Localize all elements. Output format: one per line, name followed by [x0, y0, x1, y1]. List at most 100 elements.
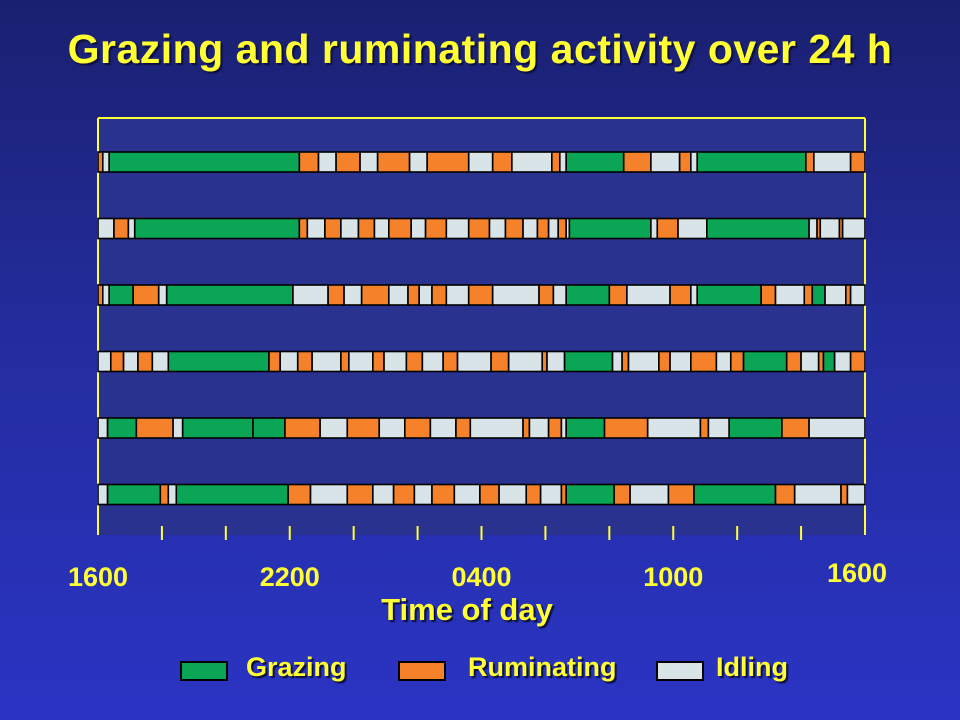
segment-idling	[650, 151, 681, 173]
plot-background	[98, 118, 865, 535]
segment-ruminating	[729, 350, 745, 373]
segment-ruminating	[805, 151, 815, 173]
segment-grazing	[693, 483, 777, 506]
segment-idling	[383, 350, 408, 373]
segment-idling	[650, 217, 659, 240]
segment-idling	[311, 350, 342, 373]
segment-idling	[846, 483, 866, 506]
segment-ruminating	[608, 284, 628, 306]
segment-idling	[343, 284, 363, 306]
segment-ruminating	[467, 284, 494, 306]
segment-idling	[279, 350, 299, 373]
segment-idling	[849, 284, 866, 306]
segment-idling	[800, 350, 820, 373]
segment-ruminating	[372, 350, 385, 373]
x-axis-label: Time of day	[381, 592, 553, 627]
segment-grazing	[565, 483, 615, 506]
segment-idling	[309, 483, 349, 506]
legend-label-idling: Idling	[716, 652, 788, 682]
segment-idling	[319, 417, 349, 439]
segment-ruminating	[431, 284, 448, 306]
segment-idling	[418, 284, 433, 306]
segment-ruminating	[774, 483, 796, 506]
segment-ruminating	[357, 217, 376, 240]
segment-idling	[127, 217, 136, 240]
segment-ruminating	[536, 217, 550, 240]
segment-ruminating	[522, 417, 531, 439]
activity-row-6	[97, 483, 866, 506]
segment-idling	[421, 350, 444, 373]
segment-grazing	[106, 483, 162, 506]
segment-idling	[317, 151, 337, 173]
segment-ruminating	[296, 350, 313, 373]
segment-ruminating	[388, 217, 412, 240]
segment-ruminating	[538, 284, 555, 306]
segment-ruminating	[335, 151, 361, 173]
segment-ruminating	[327, 284, 345, 306]
segment-ruminating	[760, 284, 777, 306]
segment-grazing	[133, 217, 301, 240]
segment-ruminating	[504, 217, 524, 240]
segment-ruminating	[557, 217, 567, 240]
segment-grazing	[165, 284, 294, 306]
segment-ruminating	[613, 483, 631, 506]
segment-idling	[546, 350, 566, 373]
segment-idling	[522, 217, 539, 240]
segment-idling	[793, 483, 842, 506]
segment-grazing	[563, 350, 614, 373]
segment-idling	[539, 483, 563, 506]
x-axis-ticks	[160, 526, 803, 540]
segment-ruminating	[113, 217, 130, 240]
segment-idling	[469, 417, 524, 439]
legend-swatch-ruminating	[398, 661, 446, 681]
segment-ruminating	[455, 417, 472, 439]
segment-idling	[97, 217, 115, 240]
segment-idling	[151, 350, 170, 373]
segment-idling	[388, 284, 409, 306]
segment-idling	[172, 417, 184, 439]
segment-idling	[306, 217, 326, 240]
chart-title: Grazing and ruminating activity over 24 …	[67, 26, 893, 72]
segment-ruminating	[287, 483, 312, 506]
legend-label-grazing: Grazing	[246, 652, 347, 682]
legend-swatch-idling	[656, 661, 704, 681]
segment-ruminating	[360, 284, 390, 306]
activity-row-2	[97, 217, 866, 240]
segment-idling	[813, 151, 852, 173]
segment-idling	[833, 350, 852, 373]
segment-idling	[626, 284, 671, 306]
segment-grazing	[108, 151, 301, 173]
segment-ruminating	[442, 350, 459, 373]
segment-idling	[359, 151, 379, 173]
segment-ruminating	[525, 483, 542, 506]
segment-idling	[819, 217, 841, 240]
segment-grazing	[565, 151, 625, 173]
x-tick-label: 1600	[827, 558, 887, 588]
plot-frame	[97, 117, 866, 535]
segment-ruminating	[424, 217, 448, 240]
segment-ruminating	[340, 350, 350, 373]
segment-grazing	[167, 350, 270, 373]
segment-idling	[467, 151, 494, 173]
segment-idling	[378, 417, 406, 439]
segment-idling	[824, 284, 847, 306]
segment-idling	[627, 350, 660, 373]
segment-ruminating	[667, 483, 695, 506]
segment-idling	[528, 417, 550, 439]
segment-idling	[552, 284, 567, 306]
segment-ruminating	[431, 483, 456, 506]
segment-idling	[97, 350, 112, 373]
segment-ruminating	[467, 217, 491, 240]
segment-idling	[690, 284, 699, 306]
legend-label-ruminating: Ruminating	[468, 652, 617, 682]
x-tick-label: 1600	[68, 562, 128, 592]
segment-ruminating	[403, 417, 432, 439]
segment-ruminating	[346, 417, 381, 439]
segment-ruminating	[376, 151, 411, 173]
legend-swatch-grazing	[180, 661, 228, 681]
segment-idling	[157, 284, 168, 306]
segment-idling	[715, 350, 732, 373]
x-axis-tick-labels: 1600 2200 0400 1000 1600	[68, 558, 887, 592]
segment-idling	[453, 483, 481, 506]
segment-idling	[373, 217, 390, 240]
